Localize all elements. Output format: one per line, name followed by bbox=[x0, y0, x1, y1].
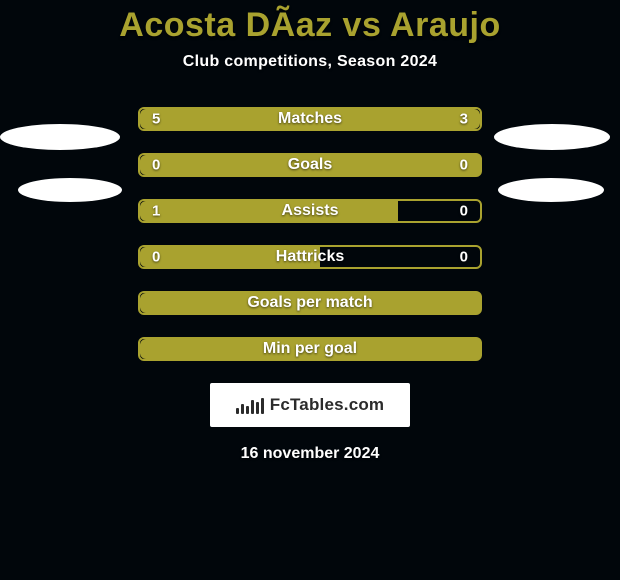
stat-label: Matches bbox=[278, 110, 342, 128]
date-label: 16 november 2024 bbox=[0, 445, 620, 463]
stat-value-right: 0 bbox=[460, 203, 468, 220]
stat-value-left: 5 bbox=[152, 111, 160, 128]
stat-label: Hattricks bbox=[276, 248, 344, 266]
stat-row: Min per goal bbox=[138, 337, 482, 361]
side-ellipse bbox=[18, 178, 122, 202]
stat-row: Goals 0 0 bbox=[138, 153, 482, 177]
stat-row: Hattricks 0 0 bbox=[138, 245, 482, 269]
logo-text: FcTables.com bbox=[270, 395, 385, 415]
page-title: Acosta DÃ­az vs Araujo bbox=[0, 0, 620, 45]
stat-value-left: 0 bbox=[152, 249, 160, 266]
stat-value-right: 3 bbox=[460, 111, 468, 128]
subtitle: Club competitions, Season 2024 bbox=[0, 53, 620, 71]
fctables-logo: FcTables.com bbox=[210, 383, 410, 427]
stat-value-right: 0 bbox=[460, 157, 468, 174]
bar-chart-icon bbox=[236, 396, 264, 414]
stat-label: Min per goal bbox=[263, 340, 357, 358]
side-ellipse bbox=[494, 124, 610, 150]
stat-row: Assists 1 0 bbox=[138, 199, 482, 223]
stat-row: Goals per match bbox=[138, 291, 482, 315]
bar-fill-left bbox=[140, 201, 398, 221]
stat-label: Goals per match bbox=[247, 294, 372, 312]
stat-label: Assists bbox=[282, 202, 339, 220]
stat-row: Matches 5 3 bbox=[138, 107, 482, 131]
stat-value-left: 0 bbox=[152, 157, 160, 174]
side-ellipse bbox=[498, 178, 604, 202]
stat-value-left: 1 bbox=[152, 203, 160, 220]
stat-label: Goals bbox=[288, 156, 332, 174]
stat-value-right: 0 bbox=[460, 249, 468, 266]
side-ellipse bbox=[0, 124, 120, 150]
